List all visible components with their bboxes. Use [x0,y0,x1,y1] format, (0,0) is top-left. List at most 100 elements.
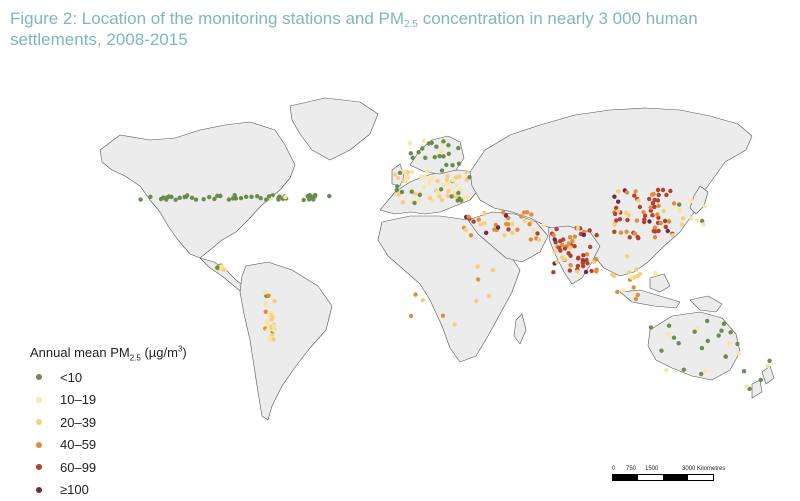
station-dot [742,369,746,373]
station-dot [615,290,619,294]
station-dot [553,237,557,241]
station-dot [207,195,211,199]
station-dot [635,218,639,222]
station-dot [510,222,514,226]
station-dot [441,139,445,143]
station-dot [616,189,620,193]
station-dot [270,316,274,320]
borneo-landmass [650,274,670,292]
station-dot [148,195,152,199]
station-dot [619,230,623,234]
station-dot [616,200,620,204]
station-dot [413,292,417,296]
station-dot [553,250,557,254]
station-dot [659,221,663,225]
station-dot [682,368,686,372]
station-dot [482,211,486,215]
station-dot [557,246,561,250]
station-dot [722,322,726,326]
station-dot [656,204,660,208]
station-dot [680,222,684,226]
station-dot [220,264,224,268]
station-dot [636,274,640,278]
legend-title-prefix: Annual mean PM [30,345,130,360]
station-dot [440,168,444,172]
station-dot [677,208,681,212]
station-dot [668,189,672,193]
station-dot [633,231,637,235]
station-dot [634,267,638,271]
station-dot [395,188,399,192]
scale-bar-graphic [612,474,714,481]
station-dot [506,227,510,231]
station-dot [703,369,707,373]
station-dot [446,143,450,147]
legend-label: 40–59 [60,437,96,452]
station-dot [576,264,580,268]
station-dot [418,193,422,197]
station-dot [745,384,749,388]
station-dot [695,219,699,223]
legend-item: ≥100 [30,479,187,501]
station-dot [455,183,459,187]
station-dot [436,190,440,194]
station-dot [672,201,676,205]
station-dot [441,314,445,318]
station-dot [465,195,469,199]
station-dot [477,217,481,221]
station-dot [504,222,508,226]
station-dot [422,174,426,178]
station-dot [657,193,661,197]
legend-title-unit-open: (µg/m [141,345,178,360]
station-dot [452,322,456,326]
station-dot [244,195,248,199]
madagascar-landmass [514,314,526,344]
station-dot [492,227,496,231]
station-dot [677,341,681,345]
scandinavia-landmass [410,136,464,174]
station-dot [421,298,425,302]
station-dot [467,215,471,219]
station-dot [575,269,579,273]
station-dot [664,368,668,372]
station-dot [656,188,660,192]
station-dot [474,299,478,303]
station-dot [634,297,638,301]
station-dot [594,267,598,271]
station-dot [664,225,668,229]
station-dot [582,233,586,237]
station-dot [664,193,668,197]
station-dot [475,264,479,268]
station-dot [735,342,739,346]
station-dot [632,194,636,198]
station-dot [425,169,429,173]
scale-segment-4 [688,475,713,480]
legend-label: ≥100 [60,482,89,497]
legend-item: 60–99 [30,456,187,479]
station-dot [484,231,488,235]
station-dot [525,210,529,214]
station-dot [249,195,253,199]
legend-swatch [36,464,42,470]
legend-title-unit-close: ) [182,345,186,360]
station-dot [411,156,415,160]
station-dot [264,310,268,314]
station-dot [621,289,625,293]
station-dot [567,241,571,245]
legend-item: 10–19 [30,389,187,412]
station-dot [662,209,666,213]
station-dot [585,252,589,256]
station-dot [699,372,703,376]
station-dot [614,218,618,222]
station-dot [661,188,665,192]
station-dot [409,151,413,155]
station-dot [159,197,163,201]
station-dot [681,216,685,220]
station-dot [696,326,700,330]
station-dot [272,324,276,328]
station-dot [641,210,645,214]
station-dot [581,261,585,265]
station-dot [576,226,580,230]
scale-segment-1 [613,475,638,480]
station-dot [169,195,173,199]
